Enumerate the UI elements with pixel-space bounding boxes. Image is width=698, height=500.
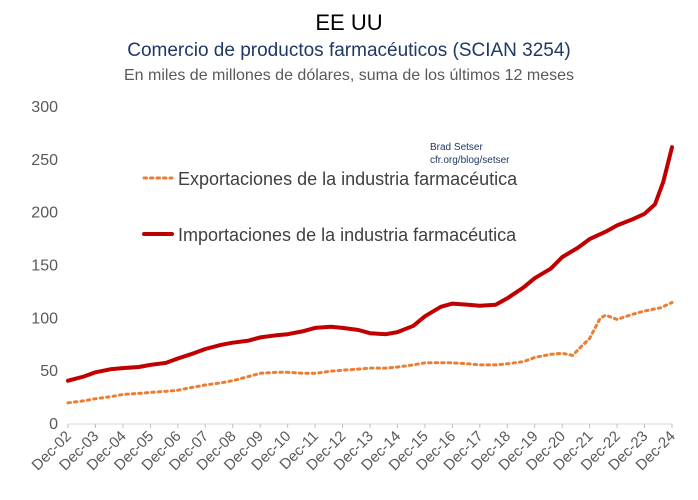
source-url: cfr.org/blog/setser: [430, 155, 510, 166]
chart-title: EE UU: [315, 10, 383, 35]
chart-subtitle: Comercio de productos farmacéuticos (SCI…: [127, 40, 571, 61]
y-tick-label: 100: [31, 310, 58, 327]
y-tick-label: 50: [40, 363, 58, 380]
y-tick-label: 150: [31, 258, 58, 275]
exports-line: [66, 301, 674, 405]
y-tick-label: 200: [31, 205, 58, 222]
legend: Exportaciones de la industria farmacéuti…: [142, 169, 518, 245]
series-layer: [66, 145, 674, 405]
y-tick-label: 250: [31, 152, 58, 169]
y-tick-label: 0: [49, 416, 58, 433]
legend-imports-label: Importaciones de la industria farmacéuti…: [178, 225, 517, 245]
legend-exports-label: Exportaciones de la industria farmacéuti…: [178, 169, 518, 189]
source-credit: Brad Setser cfr.org/blog/setser: [430, 142, 510, 166]
chart-note: En miles de millones de dólares, suma de…: [124, 67, 574, 84]
imports-line: [66, 145, 674, 383]
axis-layer: 050100150200250300Dec-02Dec-03Dec-04Dec-…: [29, 99, 679, 474]
source-author: Brad Setser: [430, 142, 483, 153]
y-tick-label: 300: [31, 99, 58, 116]
